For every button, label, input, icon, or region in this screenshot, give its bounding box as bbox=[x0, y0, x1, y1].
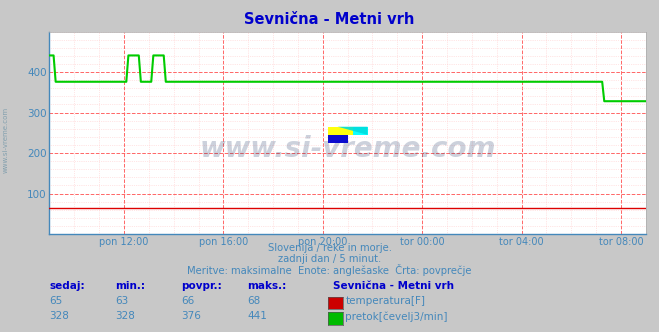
Text: 65: 65 bbox=[49, 296, 63, 306]
Text: www.si-vreme.com: www.si-vreme.com bbox=[200, 135, 496, 163]
Text: 328: 328 bbox=[49, 311, 69, 321]
Text: 441: 441 bbox=[247, 311, 267, 321]
Text: temperatura[F]: temperatura[F] bbox=[345, 296, 425, 306]
Text: 68: 68 bbox=[247, 296, 260, 306]
Text: pretok[čevelj3/min]: pretok[čevelj3/min] bbox=[345, 311, 448, 322]
Text: sedaj:: sedaj: bbox=[49, 281, 85, 290]
Bar bbox=[353, 127, 368, 135]
Text: min.:: min.: bbox=[115, 281, 146, 290]
Text: zadnji dan / 5 minut.: zadnji dan / 5 minut. bbox=[278, 254, 381, 264]
Text: povpr.:: povpr.: bbox=[181, 281, 222, 290]
Text: maks.:: maks.: bbox=[247, 281, 287, 290]
Text: Meritve: maksimalne  Enote: anglešaske  Črta: povprečje: Meritve: maksimalne Enote: anglešaske Čr… bbox=[187, 264, 472, 276]
Text: 376: 376 bbox=[181, 311, 201, 321]
Polygon shape bbox=[337, 127, 368, 135]
Bar bbox=[328, 127, 353, 135]
Text: 328: 328 bbox=[115, 311, 135, 321]
Text: www.si-vreme.com: www.si-vreme.com bbox=[2, 106, 9, 173]
Text: Sevnična - Metni vrh: Sevnična - Metni vrh bbox=[244, 12, 415, 27]
Text: Slovenija / reke in morje.: Slovenija / reke in morje. bbox=[268, 243, 391, 253]
Bar bbox=[328, 135, 348, 143]
Text: 63: 63 bbox=[115, 296, 129, 306]
Text: Sevnična - Metni vrh: Sevnična - Metni vrh bbox=[333, 281, 454, 290]
Text: 66: 66 bbox=[181, 296, 194, 306]
